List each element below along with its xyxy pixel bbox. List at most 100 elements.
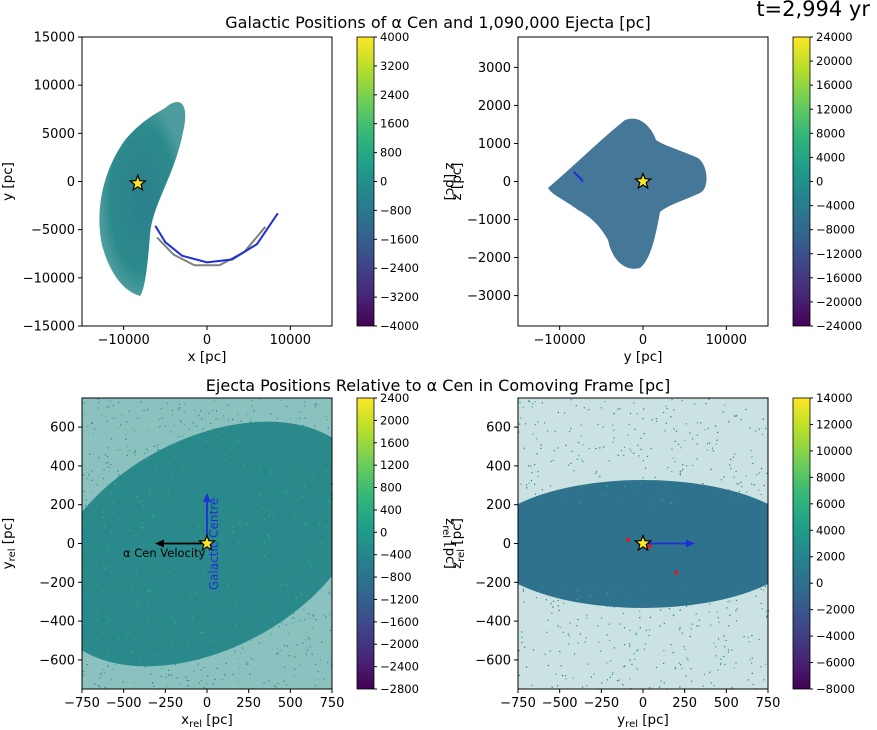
ejecta-point xyxy=(569,622,571,624)
ejecta-point xyxy=(259,494,261,496)
ejecta-point xyxy=(142,579,144,581)
ejecta-point xyxy=(531,406,533,408)
ejecta-point xyxy=(273,502,275,504)
ejecta-point xyxy=(267,551,269,553)
ejecta-point xyxy=(295,597,298,599)
ejecta-point xyxy=(633,402,635,404)
ejecta-point xyxy=(221,638,223,640)
ejecta-point xyxy=(702,685,704,687)
ejecta-point xyxy=(536,453,538,455)
ejecta-point xyxy=(562,631,564,633)
ejecta-point xyxy=(258,642,260,644)
ejecta-point xyxy=(701,591,704,593)
colorbar-tick-label: 0 xyxy=(380,175,387,189)
ejecta-point xyxy=(728,625,730,627)
ejecta-point xyxy=(674,461,676,463)
ejecta-point xyxy=(585,585,587,587)
ejecta-point xyxy=(106,420,109,422)
ejecta-point xyxy=(729,499,731,501)
ejecta-point xyxy=(293,517,295,519)
ejecta-point xyxy=(586,617,588,619)
ejecta-point xyxy=(246,465,248,467)
ejecta-point xyxy=(629,643,631,645)
colorbar xyxy=(356,36,375,327)
ejecta-point xyxy=(577,618,579,621)
ejecta-point xyxy=(764,586,766,588)
ejecta-point xyxy=(85,499,87,501)
ejecta-point xyxy=(303,502,305,505)
ejecta-point xyxy=(703,673,706,675)
ejecta-point xyxy=(553,450,555,452)
ejecta-point xyxy=(670,502,672,504)
ejecta-point xyxy=(120,556,122,558)
ejecta-point xyxy=(84,602,86,604)
ejecta-point xyxy=(94,615,96,617)
ejecta-point xyxy=(589,595,591,597)
ejecta-point xyxy=(113,502,115,504)
ejecta-point xyxy=(634,428,636,430)
ejecta-point xyxy=(645,629,647,631)
ejecta-point xyxy=(577,642,579,644)
ejecta-point xyxy=(233,505,235,507)
ejecta-point xyxy=(237,658,239,660)
ejecta-point xyxy=(682,468,684,470)
ejecta-point xyxy=(623,454,625,456)
ejecta-point xyxy=(738,490,740,493)
ejecta-point xyxy=(590,599,593,601)
ejecta-point xyxy=(710,468,712,470)
ejecta-point xyxy=(588,448,590,450)
ejecta-point xyxy=(198,658,200,660)
ejecta-point xyxy=(671,601,673,603)
ejecta-point xyxy=(293,561,295,563)
ejecta-point xyxy=(241,508,243,510)
ejecta-point xyxy=(149,603,151,605)
ejecta-point xyxy=(142,526,144,528)
bottom-title: Ejecta Positions Relative to α Cen in Co… xyxy=(206,376,670,395)
ejecta-point xyxy=(300,594,302,596)
y-tick-label: 15000 xyxy=(34,31,75,46)
ejecta-point xyxy=(181,525,183,527)
ejecta-point xyxy=(588,409,590,411)
ejecta-point xyxy=(160,647,162,649)
ejecta-point xyxy=(696,625,698,627)
ejecta-point xyxy=(635,634,638,636)
ejecta-point xyxy=(564,412,566,414)
ejecta-point xyxy=(155,453,157,455)
ejecta-point xyxy=(695,613,697,615)
ejecta-point xyxy=(655,666,658,669)
ejecta-point xyxy=(740,419,742,421)
ejecta-point xyxy=(147,450,149,452)
ejecta-point xyxy=(674,668,677,670)
ejecta-point xyxy=(311,473,313,475)
ejecta-point xyxy=(115,663,117,665)
ejecta-point xyxy=(234,429,236,431)
ejecta-point xyxy=(706,443,708,445)
ejecta-point xyxy=(232,673,234,676)
ejecta-point xyxy=(758,489,760,491)
ejecta-point xyxy=(203,687,205,689)
ejecta-point xyxy=(200,536,202,538)
ejecta-point xyxy=(718,621,720,623)
ejecta-point xyxy=(100,414,103,417)
ejecta-point xyxy=(182,504,184,506)
ejecta-point xyxy=(717,617,719,619)
ejecta-point xyxy=(722,589,724,591)
ejecta-point xyxy=(108,471,110,473)
ejecta-point xyxy=(143,614,145,616)
ejecta-point xyxy=(293,570,295,572)
ejecta-point xyxy=(178,403,181,405)
ejecta-point xyxy=(667,606,669,608)
ejecta-point xyxy=(616,586,618,588)
ejecta-point xyxy=(90,422,93,424)
ejecta-point xyxy=(667,467,669,469)
ejecta-point xyxy=(175,618,177,620)
ejecta-point xyxy=(301,476,303,478)
ejecta-point xyxy=(285,602,287,604)
ejecta-point xyxy=(214,678,216,680)
ejecta-point xyxy=(277,515,279,517)
ejecta-point xyxy=(84,504,87,507)
ejecta-point xyxy=(137,599,139,601)
ejecta-point xyxy=(616,680,619,682)
ejecta-point xyxy=(200,680,202,682)
ejecta-point xyxy=(102,618,104,620)
